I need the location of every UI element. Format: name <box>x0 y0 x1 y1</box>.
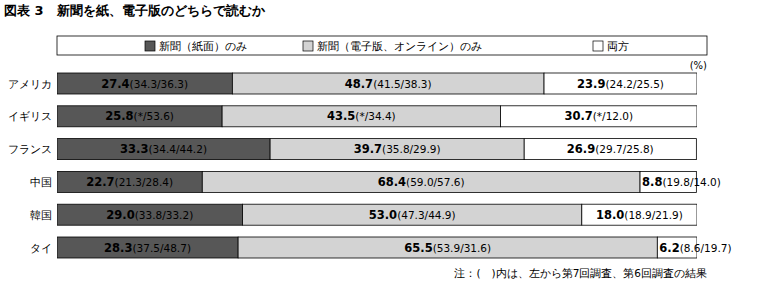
legend-swatch <box>145 41 155 51</box>
data-label: 39.7(35.8/29.9) <box>354 142 441 156</box>
bar-segment <box>222 106 500 127</box>
data-label: 27.4(34.3/36.3) <box>101 77 188 91</box>
data-label: 26.9(29.7/25.8) <box>567 142 654 156</box>
data-label: 22.7(21.3/28.4) <box>86 175 173 189</box>
bar-segment <box>57 171 202 192</box>
legend-label: 新聞（紙面）のみ <box>159 40 247 53</box>
chart: 図表 3 新聞を紙、電子版のどちらで読むか新聞（紙面）のみ 新聞（電子版、オンライ… <box>0 0 757 285</box>
legend-label: 新聞（電子版、オンライン）のみ <box>317 40 482 53</box>
bar-segment <box>57 204 243 225</box>
bar-segment <box>238 237 657 258</box>
bar-segment <box>582 204 697 225</box>
bar-segment <box>57 237 238 258</box>
bar-segment <box>232 73 544 94</box>
data-label: 23.9(24.2/25.5) <box>577 77 664 91</box>
bar-segment <box>57 139 270 160</box>
category-label: 中国 <box>30 176 52 189</box>
category-label: イギリス <box>8 110 52 123</box>
bar-segment <box>57 106 222 127</box>
note: 注：( )内は、左から第7回調査、第6回調査の結果 <box>454 267 707 279</box>
data-label: 33.3(34.4/44.2) <box>120 142 207 156</box>
bar-segment <box>202 171 640 192</box>
category-label: アメリカ <box>8 78 52 91</box>
data-label: 28.3(37.5/48.7) <box>104 241 191 255</box>
data-label: 25.8(*/53.6) <box>105 109 174 123</box>
legend-frame <box>57 36 707 55</box>
data-label: 65.5(53.9/31.6) <box>404 241 491 255</box>
bar-segment <box>544 73 697 94</box>
unit-label: (%) <box>690 60 707 71</box>
bar-segment <box>524 139 696 160</box>
labels: 27.4(34.3/36.3) 48.7(41.5/38.3) 23.9(24.2/… <box>86 77 731 255</box>
bars <box>57 73 697 258</box>
legend-label: 両方 <box>607 40 629 53</box>
data-label: 43.5(*/34.4) <box>327 109 396 123</box>
bar-segment <box>243 204 582 225</box>
category-label: フランス <box>8 143 52 156</box>
data-label: 8.8(19.8/14.0) <box>642 175 721 189</box>
data-label: 68.4(59.0/57.6) <box>378 175 465 189</box>
data-label: 29.0(33.8/33.2) <box>106 208 193 222</box>
legend-swatch <box>303 41 313 51</box>
bar-segment <box>501 106 697 127</box>
category-label: 韓国 <box>30 209 52 222</box>
data-label: 30.7(*/12.0) <box>564 109 633 123</box>
data-label: 6.2(8.6/19.7) <box>659 241 731 255</box>
title: 図表 3 新聞を紙、電子版のどちらで読むか <box>4 3 266 18</box>
data-label: 18.0(18.9/21.9) <box>596 208 683 222</box>
bar-segment <box>57 73 232 94</box>
category-label: タイ <box>30 242 52 255</box>
legend-swatch <box>593 41 603 51</box>
bar-segment <box>270 139 524 160</box>
data-label: 48.7(41.5/38.3) <box>345 77 432 91</box>
data-label: 53.0(47.3/44.9) <box>369 208 456 222</box>
